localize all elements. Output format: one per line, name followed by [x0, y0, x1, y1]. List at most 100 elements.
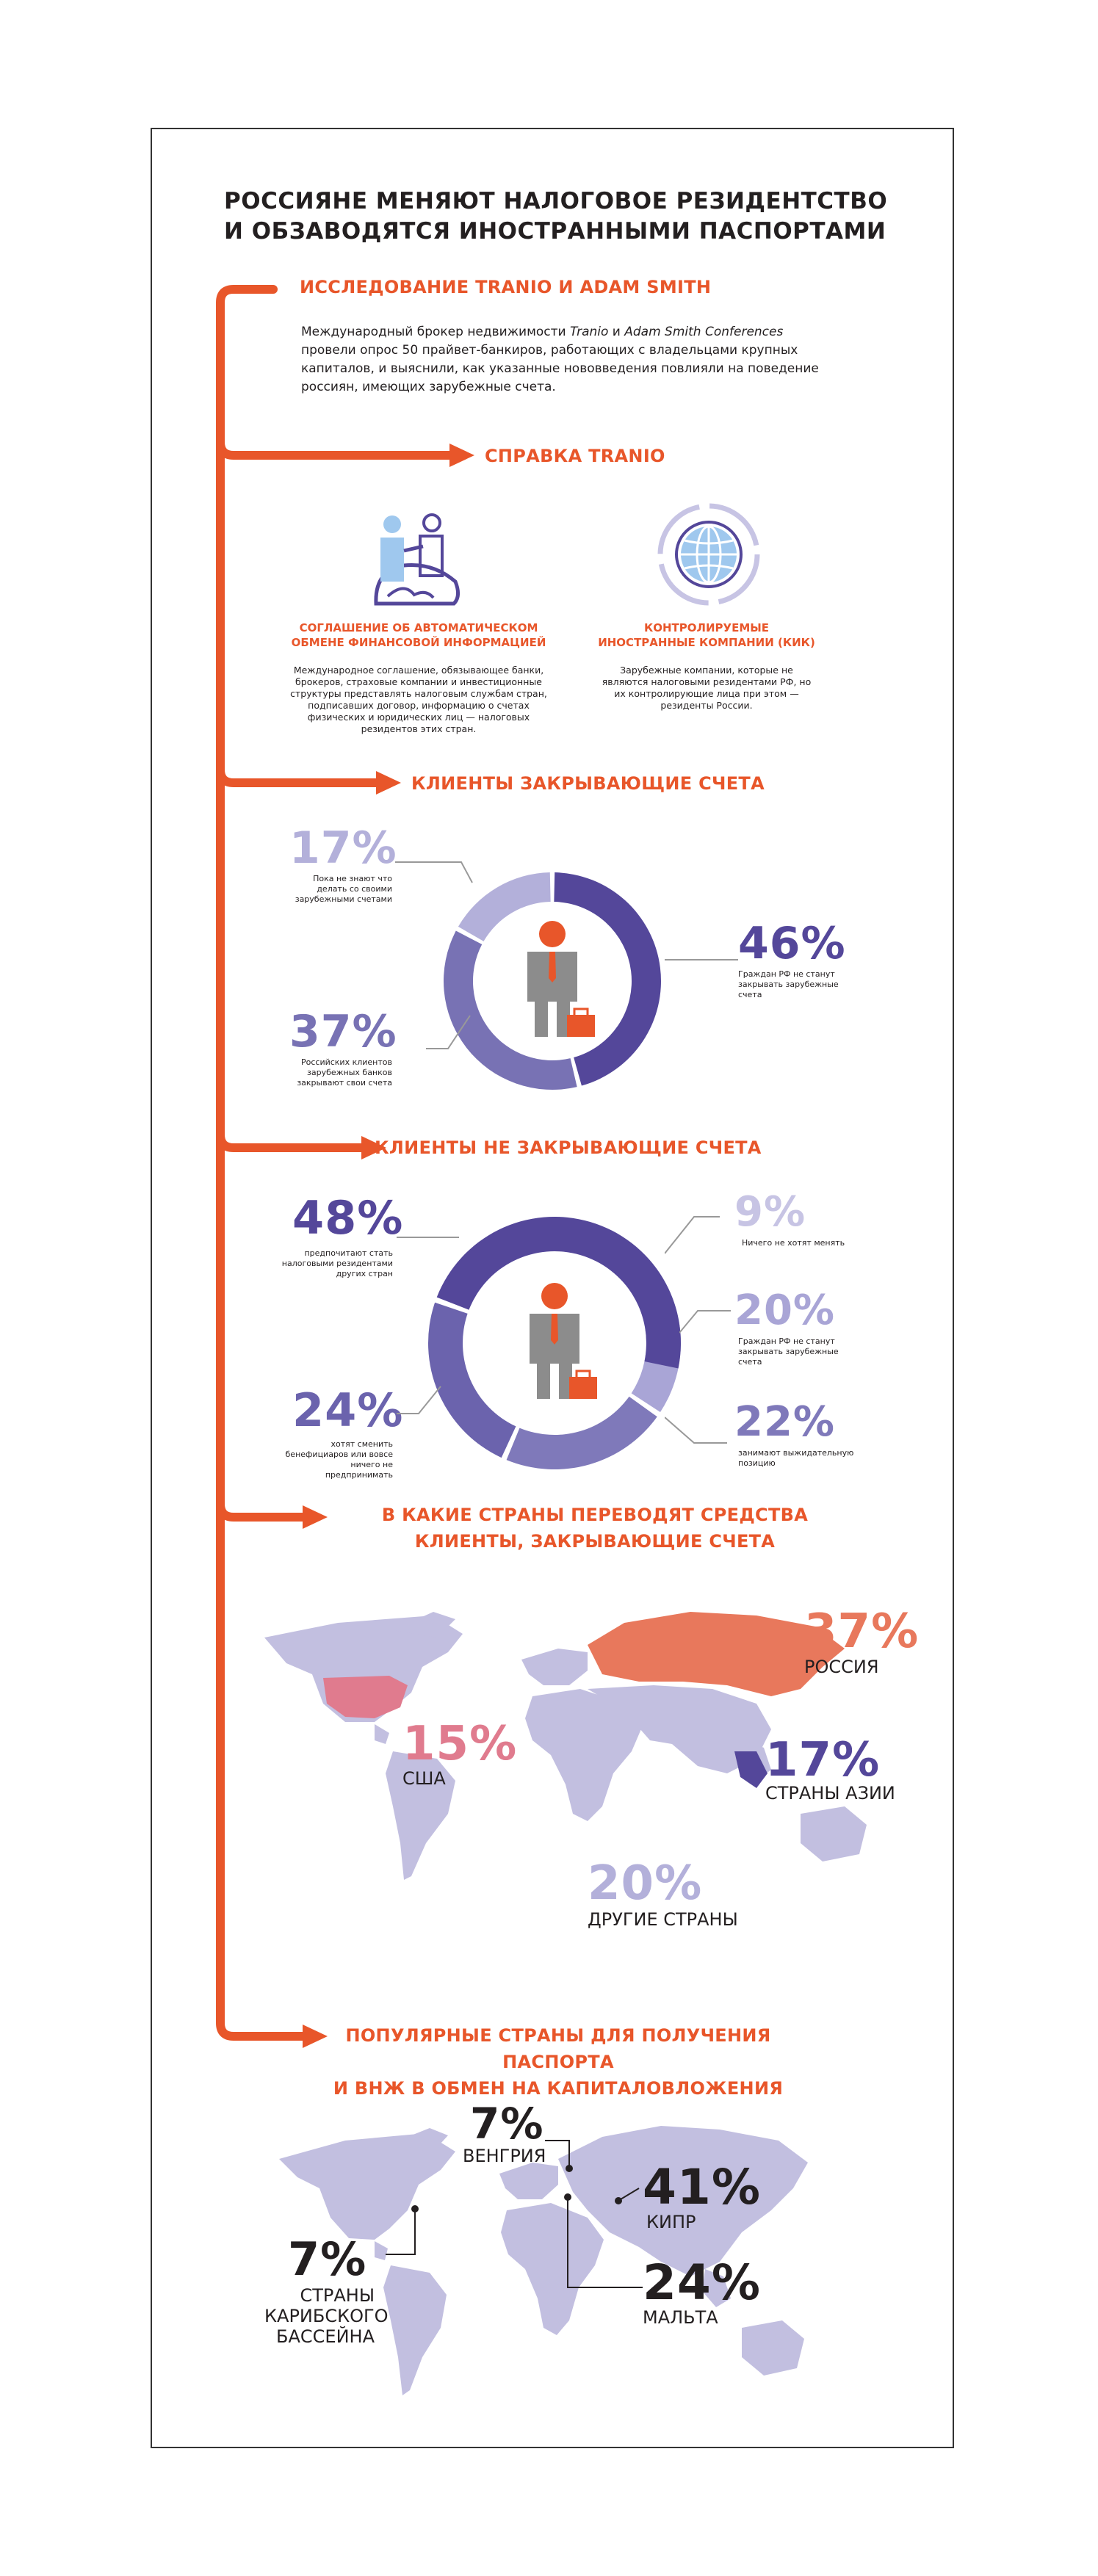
poster-frame: [151, 128, 954, 2448]
nc-pct-22: 22%: [734, 1398, 836, 1446]
arrow-head-closing: [376, 771, 401, 795]
reference-item-2-text: Зарубежные компании, которые не являются…: [602, 665, 812, 711]
donut-segment-2: [506, 1396, 657, 1469]
reference-heading: СПРАВКА TRANIO: [485, 446, 665, 466]
not-closing-heading: КЛИЕНТЫ НЕ ЗАКРЫВАЮЩИЕ СЧЕТА: [375, 1137, 762, 1158]
donut-segment-4: [436, 1217, 681, 1369]
person-icon: [530, 1283, 597, 1399]
closing-pct-37: 37%: [289, 1006, 397, 1057]
eurasia-shape: [558, 2126, 808, 2276]
nc-label-9: Ничего не хотят менять: [742, 1238, 845, 1248]
passport-name-caribbean: СТРАНЫ КАРИБСКОГО БАССЕЙНА: [264, 2285, 389, 2347]
donut-segment-3: [428, 1302, 516, 1458]
nc-pct-24: 24%: [292, 1383, 404, 1437]
country-name-usa: США: [402, 1768, 446, 1789]
passports-heading: ПОПУЛЯРНЫЕ СТРАНЫ ДЛЯ ПОЛУЧЕНИЯ ПАСПОРТА…: [333, 2025, 784, 2099]
africa-shape: [501, 2203, 604, 2335]
usa-shape: [323, 1676, 408, 1718]
asia-shape: [588, 1685, 771, 1773]
nc-pct-20: 20%: [734, 1287, 836, 1334]
country-pct-asia: 17%: [765, 1733, 881, 1787]
timeline-branch-countries: [216, 1499, 313, 1522]
closing-label-46: Граждан РФ не станут закрывать зарубежны…: [738, 969, 839, 999]
australia-shape: [801, 1806, 867, 1862]
reference-item-1-text: Международное соглашение, обязывающее ба…: [290, 665, 547, 734]
reference-item-2-title: КОНТРОЛИРУЕМЫЕ ИНОСТРАННЫЕ КОМПАНИИ (КИК…: [598, 621, 815, 649]
europe-shape: [499, 2163, 558, 2199]
closing-heading: КЛИЕНТЫ ЗАКРЫВАЮЩИЕ СЧЕТА: [411, 773, 765, 794]
southeast-asia-shape: [702, 2269, 731, 2307]
donut-chart-not-closing: [428, 1217, 681, 1469]
north-america-shape: [279, 2133, 455, 2240]
timeline-line: [216, 285, 313, 2041]
title-line-2: И ОБЗАВОДЯТСЯ ИНОСТРАННЫМИ ПАСПОРТАМИ: [224, 218, 886, 245]
timeline-branch-reference: [216, 438, 460, 460]
passport-pct-hungary: 7%: [470, 2099, 544, 2149]
europe-shape: [521, 1649, 588, 1685]
country-pct-russia: 37%: [804, 1604, 920, 1659]
leader-17: [395, 861, 473, 883]
russia-shape: [588, 1612, 845, 1696]
leader-37: [426, 1015, 471, 1049]
leader-48: [397, 1237, 459, 1238]
donut-segment-0: [554, 872, 662, 1086]
intro-heading: ИССЛЕДОВАНИЕ TRANIO И ADAM SMITH: [300, 277, 712, 297]
leader-46: [665, 959, 738, 960]
arrow-head-passports: [303, 2025, 328, 2048]
greenland-shape: [393, 2128, 448, 2153]
passport-pct-cyprus: 41%: [643, 2159, 761, 2215]
closing-pct-46: 46%: [738, 918, 846, 969]
nc-pct-9: 9%: [734, 1188, 806, 1236]
arrow-head-reference: [449, 444, 474, 467]
timeline-branch-not-closing: [216, 1130, 372, 1152]
passport-name-malta: МАЛЬТА: [643, 2307, 718, 2328]
south-america-shape: [383, 2265, 447, 2395]
world-map-countries: [264, 1612, 867, 1880]
country-name-russia: РОССИЯ: [804, 1657, 879, 1677]
south-america-shape: [386, 1751, 455, 1880]
leader-24: [397, 1386, 441, 1414]
handshake-globe-icon: [374, 513, 460, 606]
passport-name-cyprus: КИПР: [646, 2212, 696, 2232]
brand-adam-smith: Adam Smith Conferences: [624, 325, 784, 339]
globe-arrows-icon: [657, 503, 760, 606]
timeline-branch-closing: [216, 765, 386, 787]
africa-shape: [525, 1689, 643, 1821]
greenland-shape: [393, 1612, 455, 1638]
closing-label-37: Российских клиентов зарубежных банков за…: [297, 1057, 392, 1088]
nc-label-24: хотят сменить бенефициаров или вовсе нич…: [285, 1439, 393, 1480]
page-title: РОССИЯНЕ МЕНЯЮТ НАЛОГОВОЕ РЕЗИДЕНТСТВО И…: [224, 187, 922, 247]
nc-label-48: предпочитают стать налоговыми резидентам…: [281, 1248, 393, 1278]
country-name-asia: СТРАНЫ АЗИИ: [765, 1783, 895, 1803]
donut-segment-2: [458, 872, 551, 941]
asia-highlight-shape: [734, 1751, 767, 1788]
country-pct-usa: 15%: [402, 1717, 518, 1771]
closing-label-17: Пока не знают что делать со своими заруб…: [295, 874, 392, 904]
passport-pct-caribbean: 7%: [288, 2232, 367, 2286]
nc-label-20: Граждан РФ не станут закрывать зарубежны…: [738, 1336, 839, 1367]
title-line-1: РОССИЯНЕ МЕНЯЮТ НАЛОГОВОЕ РЕЗИДЕНТСТВО: [224, 188, 888, 214]
australia-shape: [742, 2320, 804, 2376]
nc-label-22: занимают выжидательную позицию: [738, 1448, 854, 1468]
north-america-shape: [264, 1616, 463, 1722]
intro-text: Международный брокер недвижимости Tranio…: [301, 325, 819, 394]
brand-tranio: Tranio: [570, 325, 609, 339]
country-name-other: ДРУГИЕ СТРАНЫ: [588, 1909, 738, 1930]
closing-pct-17: 17%: [289, 822, 397, 874]
country-pct-other: 20%: [588, 1856, 703, 1911]
donut-chart-closing: [444, 872, 662, 1090]
donut-segment-1: [444, 930, 577, 1090]
arrow-head-countries: [303, 1505, 328, 1529]
nc-pct-48: 48%: [292, 1191, 404, 1245]
leader-9: [665, 1216, 720, 1254]
central-america-shape: [375, 1724, 389, 1744]
arrow-head-not-closing: [361, 1136, 386, 1159]
reference-item-1-title: СОГЛАШЕНИЕ ОБ АВТОМАТИЧЕСКОМ ОБМЕНЕ ФИНА…: [291, 621, 546, 649]
leader-20: [679, 1310, 731, 1334]
countries-heading: В КАКИЕ СТРАНЫ ПЕРЕВОДЯТ СРЕДСТВА КЛИЕНТ…: [381, 1505, 809, 1552]
leader-22: [665, 1417, 727, 1444]
passport-name-hungary: ВЕНГРИЯ: [463, 2146, 546, 2166]
person-icon: [527, 921, 595, 1037]
passport-pct-malta: 24%: [643, 2254, 761, 2311]
